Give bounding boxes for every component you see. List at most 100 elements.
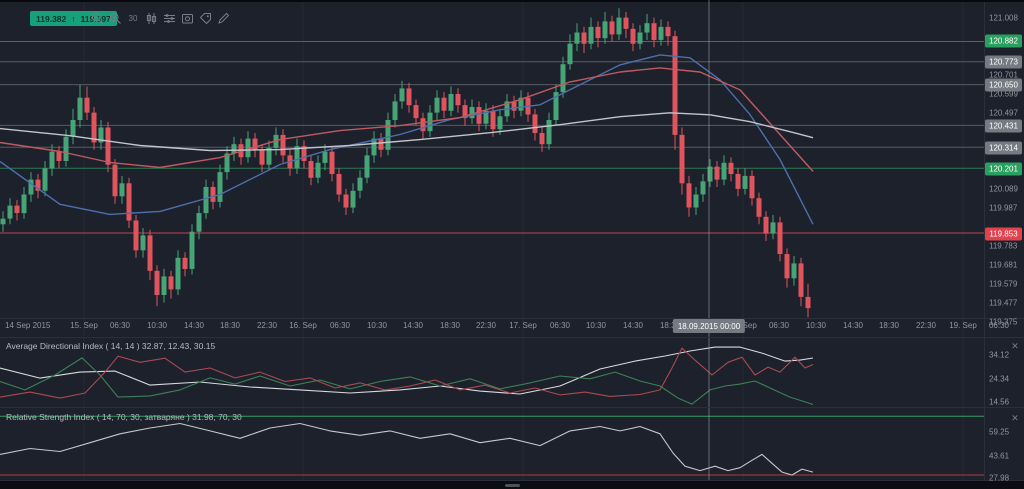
candle-body [63,136,69,161]
draw-button[interactable] [216,11,230,26]
candle-body [728,162,734,174]
zoom-out-icon [91,12,103,24]
candle-body [343,194,349,208]
price-tag-button[interactable] [198,11,212,26]
time-axis-label[interactable]: 18:30 [659,321,681,330]
adx-line [0,346,814,395]
candle-body [756,198,762,217]
candle-body [119,183,125,197]
candle-body [182,257,188,269]
candle-body [392,101,398,120]
price-tag-icon [199,13,211,25]
chart-type-button[interactable] [144,11,158,26]
price-axis-label[interactable]: 119.477 [989,298,1018,308]
price-axis-label[interactable]: 121.008 [989,13,1018,23]
candle-body [7,205,13,219]
candle-body [672,36,678,135]
time-axis-label[interactable]: 10:30 [805,321,827,330]
time-axis-label[interactable]: 14:30 [183,321,205,330]
candle-body [644,23,650,33]
time-axis-separator [0,318,1024,319]
price-badge-red: 119.853 [985,227,1022,241]
candle-body [175,257,181,290]
candle-body [70,120,76,137]
time-axis-label[interactable]: 18:30 [219,321,241,330]
time-axis-label[interactable]: 10:30 [585,321,607,330]
time-axis-label[interactable]: 06:30 [768,321,790,330]
candle-body [161,276,167,295]
candle-body [280,134,286,156]
time-axis-label[interactable]: 06:30 [549,321,571,330]
candle-body [105,127,111,165]
close-rsi-button[interactable]: ✕ [1009,412,1021,424]
price-axis-label[interactable]: 120.497 [989,108,1018,118]
price-axis-label[interactable]: 119.783 [989,241,1018,251]
timeframe-button[interactable]: 30 [126,11,140,26]
candle-body [623,17,629,29]
bid-price-button[interactable]: 119.382 [36,13,67,24]
time-axis-day-label[interactable]: 19. Sep [949,321,977,330]
rsi-axis-label[interactable]: 43.61 [989,451,1010,461]
price-axis-label[interactable]: 120.089 [989,184,1018,194]
adx-axis-label[interactable]: 34.12 [989,350,1010,360]
candle-body [469,107,475,119]
rsi-line [0,422,814,476]
time-axis-label[interactable]: 22:30 [915,321,937,330]
time-axis-label[interactable]: 06:30 [109,321,131,330]
close-adx-button[interactable]: ✕ [1009,340,1021,352]
time-axis-label[interactable]: 22:30 [475,321,497,330]
candle-body [378,138,384,150]
price-axis-label[interactable]: 119.681 [989,260,1018,270]
candle-body [602,21,608,39]
snapshot-button[interactable] [180,11,194,26]
candle-body [49,151,55,169]
time-axis-day-label[interactable]: 17. Sep [509,321,537,330]
candle-body [266,147,272,165]
time-axis-label[interactable]: 14:30 [402,321,424,330]
candle-body [259,149,265,165]
candle-body [0,218,6,225]
candle-body [210,187,216,202]
time-axis-label[interactable]: 06:30 [988,321,1010,330]
time-axis-label[interactable]: 10:30 [366,321,388,330]
price-axis-label[interactable]: 119.579 [989,279,1018,289]
ask-price-button[interactable]: 119.397 [80,13,111,24]
candle-body [357,177,363,191]
zoom-in-button[interactable] [108,11,122,26]
indicators-button[interactable] [162,11,176,26]
rsi-axis-label[interactable]: 27.98 [989,473,1010,483]
price-axis-label[interactable]: 119.375 [989,317,1018,327]
adx-axis-label[interactable]: 24.34 [989,374,1010,384]
candle-body [700,181,706,195]
zoom-out-button[interactable] [90,11,104,26]
price-axis-label[interactable]: 120.599 [989,89,1018,99]
chart-toolbar: 30 [90,11,230,26]
price-axis-label[interactable]: 119.987 [989,203,1018,213]
time-axis-label[interactable]: 10:30 [146,321,168,330]
rsi-axis-label[interactable]: 59.25 [989,427,1010,437]
candle-body [147,235,153,271]
candle-body [77,97,83,120]
time-axis-label[interactable]: 18:30 [878,321,900,330]
quote-widget: 119.382 ↑ 119.397 [30,11,117,26]
candlestick-series[interactable] [0,8,811,318]
time-axis-day-label[interactable]: 16. Sep [289,321,317,330]
plus-di-line [0,357,814,406]
candle-body [490,110,496,130]
candle-body [189,231,195,269]
time-axis-day-label[interactable]: 14 Sep 2015 [5,321,51,330]
adx-axis-label[interactable]: 14.56 [989,397,1010,407]
candle-body [651,23,657,40]
time-axis-label[interactable]: 14:30 [842,321,864,330]
time-axis-label[interactable]: 14:30 [622,321,644,330]
candle-body [154,270,160,295]
time-axis-label[interactable]: 22:30 [256,321,278,330]
pane-resize-handle[interactable] [505,484,520,487]
candle-body [441,97,447,111]
time-axis-label[interactable]: 06:30 [329,321,351,330]
candle-body [322,151,328,163]
price-axis-label[interactable]: 120.701 [989,70,1018,80]
time-axis-day-label[interactable]: 15. Sep [70,321,98,330]
time-axis-label[interactable]: 18:30 [439,321,461,330]
